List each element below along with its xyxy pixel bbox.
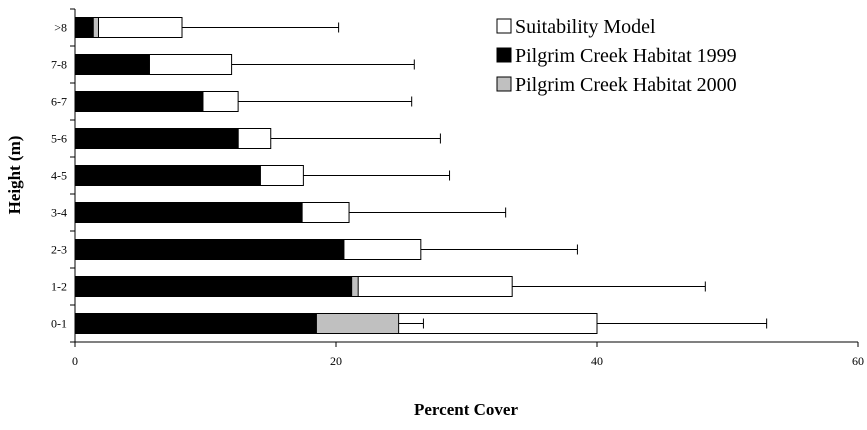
legend-label-pilgrim-creek-habitat-1999: Pilgrim Creek Habitat 1999 xyxy=(515,45,737,67)
bar-pilgrim-creek-habitat-1999-3-4 xyxy=(74,202,303,223)
legend-swatch-pilgrim-creek-habitat-1999 xyxy=(496,47,512,63)
error-bar-layer xyxy=(182,22,768,329)
y-tick-label-gt-8: >8 xyxy=(54,21,67,35)
axes xyxy=(74,9,858,343)
legend-label-pilgrim-creek-habitat-2000: Pilgrim Creek Habitat 2000 xyxy=(515,74,737,96)
bar-pilgrim-creek-habitat-1999-7-8 xyxy=(74,54,150,75)
x-tick-label-0: 0 xyxy=(72,354,78,368)
x-tick-label-20: 20 xyxy=(330,354,342,368)
x-tick-layer: 0 20 40 60 xyxy=(72,342,864,368)
legend-swatch-suitability-model xyxy=(496,18,512,34)
legend-swatch-pilgrim-creek-habitat-2000 xyxy=(496,76,512,92)
y-tick-label-3-4: 3-4 xyxy=(51,206,67,220)
y-tick-layer: 0-1 1-2 2-3 3-4 4-5 5-6 6-7 7-8 >8 xyxy=(51,8,75,343)
x-axis-title: Percent Cover xyxy=(414,400,518,419)
y-tick-label-4-5: 4-5 xyxy=(51,169,67,183)
x-tick-label-40: 40 xyxy=(591,354,603,368)
bar-pilgrim-creek-habitat-1999-4-5 xyxy=(74,165,261,186)
x-tick-label-60: 60 xyxy=(852,354,864,368)
y-axis-title: Height (m) xyxy=(5,136,24,215)
bar-pilgrim-creek-habitat-1999-2-3 xyxy=(74,239,345,260)
bar-pilgrim-creek-habitat-1999-0-1 xyxy=(74,313,317,334)
y-tick-label-5-6: 5-6 xyxy=(51,132,67,146)
y-tick-label-0-1: 0-1 xyxy=(51,317,67,331)
y-tick-label-1-2: 1-2 xyxy=(51,280,67,294)
bar-pilgrim-creek-habitat-1999-6-7 xyxy=(74,91,204,112)
y-tick-label-2-3: 2-3 xyxy=(51,243,67,257)
bar-pilgrim-creek-habitat-1999-5-6 xyxy=(74,128,239,149)
bar-pilgrim-creek-habitat-1999-8 xyxy=(74,17,94,38)
y-tick-label-7-8: 7-8 xyxy=(51,58,67,72)
legend-label-suitability-model: Suitability Model xyxy=(515,16,656,38)
legend: Suitability Model Pilgrim Creek Habitat 1… xyxy=(496,16,737,96)
bar-pilgrim-creek-habitat-1999-1-2 xyxy=(74,276,353,297)
y-tick-label-6-7: 6-7 xyxy=(51,95,67,109)
